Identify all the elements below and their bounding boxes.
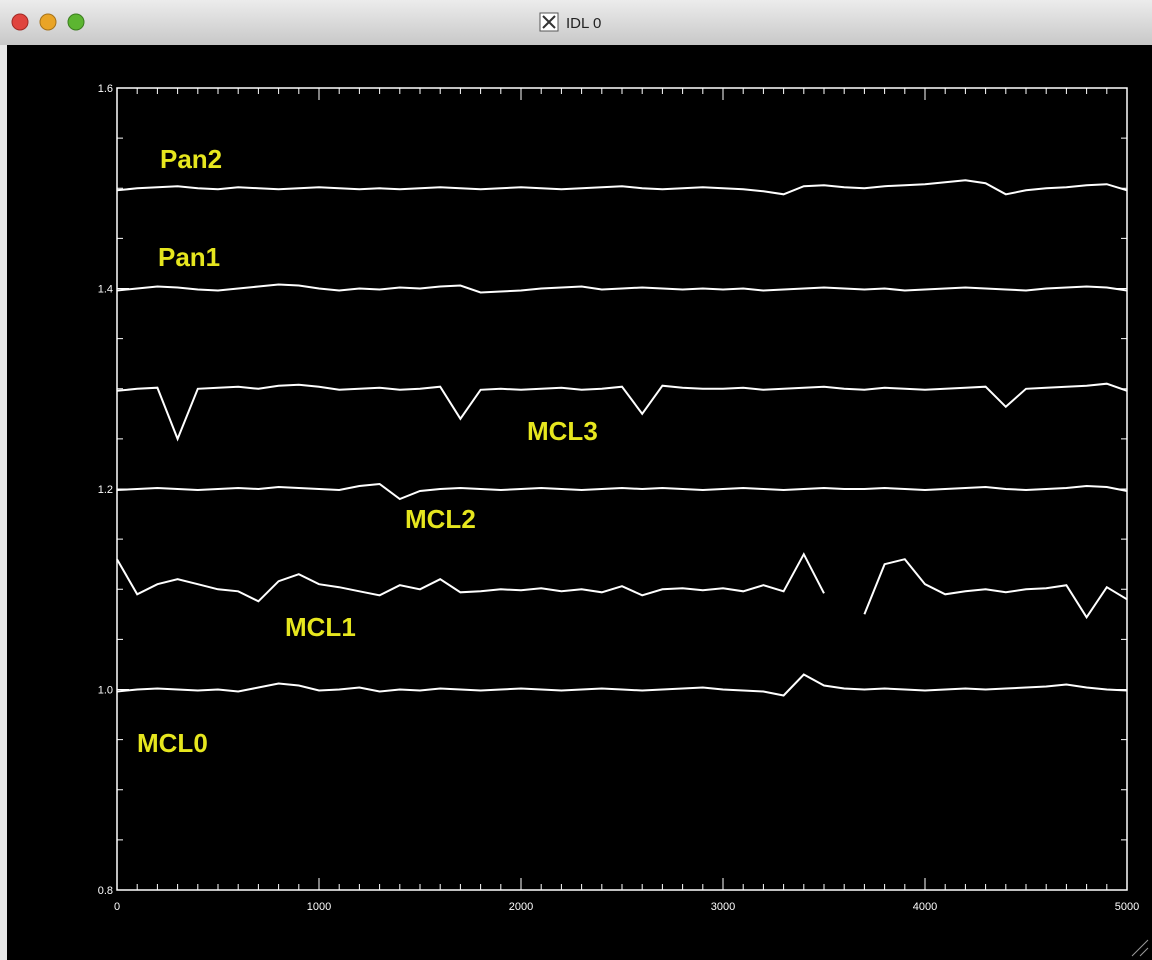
series-line <box>116 382 1128 442</box>
y-tick-label: 1.4 <box>98 284 113 296</box>
y-tick-label: 1.2 <box>98 484 113 496</box>
close-button[interactable] <box>11 13 29 31</box>
x-tick-label: 5000 <box>1115 901 1139 913</box>
y-tick-label: 0.8 <box>98 885 113 897</box>
y-tick-label: 1.0 <box>98 685 113 697</box>
series-label: MCL0 <box>137 728 208 758</box>
plot-window <box>7 45 1152 960</box>
series-line <box>116 482 1128 501</box>
series-line <box>116 673 1128 697</box>
series-label: MCL3 <box>527 416 598 446</box>
zoom-button[interactable] <box>67 13 85 31</box>
series-label: MCL2 <box>405 504 476 534</box>
series-line <box>116 552 1128 620</box>
minimize-button[interactable] <box>39 13 57 31</box>
window-title: IDL 0 <box>566 15 601 32</box>
x11-icon-mark <box>542 15 556 29</box>
x-tick-label: 4000 <box>913 901 937 913</box>
plot: 0 1000 2000 3000 4000 5000 0.8 1.0 1.2 1.4 1.6 Pan2… <box>98 83 1140 913</box>
x-tick-label: 0 <box>114 901 120 913</box>
x-tick-label: 1000 <box>307 901 331 913</box>
x-tick-label: 3000 <box>711 901 735 913</box>
series-line <box>116 283 1128 294</box>
title-bar <box>0 0 1152 45</box>
series-label: Pan1 <box>158 242 220 272</box>
series-label: MCL1 <box>285 612 356 642</box>
x-tick-label: 2000 <box>509 901 533 913</box>
series-line <box>116 179 1128 196</box>
resize-grip[interactable] <box>1131 939 1149 957</box>
series-label: Pan2 <box>160 144 222 174</box>
y-tick-label: 1.6 <box>98 83 113 95</box>
